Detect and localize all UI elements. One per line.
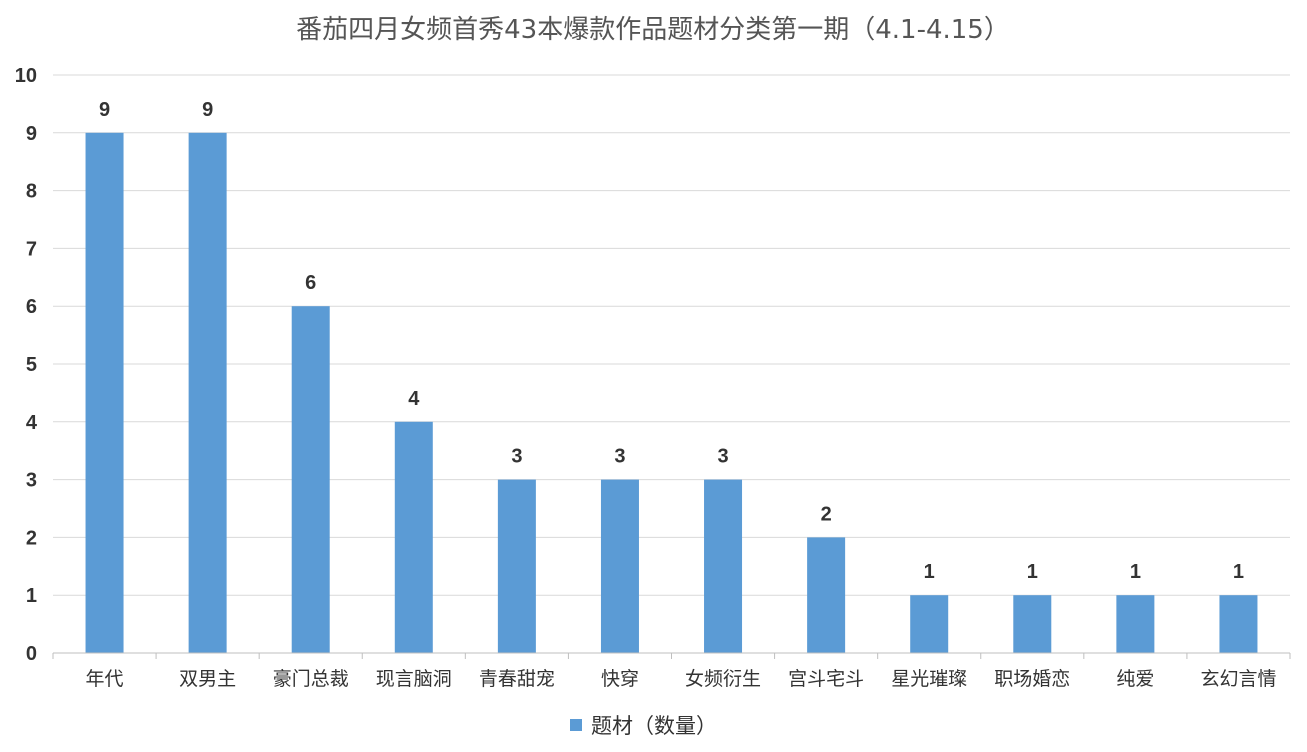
bar xyxy=(807,537,846,653)
x-axis: 年代 双男主 豪门总裁 现言脑洞 青春甜宠 快穿 女频衍生 宫斗宅斗 星光璀璨 职场婚恋 纯爱 玄幻言… xyxy=(52,652,1291,690)
y-tick-label: 5 xyxy=(26,354,37,376)
data-label: 2 xyxy=(821,503,832,525)
x-tick-label: 豪门总裁 xyxy=(273,668,349,690)
bar xyxy=(1219,595,1258,653)
y-tick-label: 8 xyxy=(26,181,37,203)
legend: 题材（数量） xyxy=(570,714,717,738)
x-tick-label: 快穿 xyxy=(601,668,639,690)
legend-swatch xyxy=(570,719,582,731)
bar xyxy=(291,306,330,653)
x-tick-label: 现言脑洞 xyxy=(376,668,452,690)
bar xyxy=(394,421,433,653)
chart-title: 番茄四月女频首秀43本爆款作品题材分类第一期（4.1-4.15） xyxy=(296,15,1010,45)
bar xyxy=(1013,595,1052,653)
bar xyxy=(704,479,743,653)
x-tick-label: 双男主 xyxy=(179,668,236,690)
data-label: 3 xyxy=(717,446,728,468)
bar xyxy=(497,479,536,653)
data-label: 1 xyxy=(1130,561,1141,583)
legend-label: 题材（数量） xyxy=(591,714,717,738)
y-tick-label: 2 xyxy=(26,527,37,549)
y-tick-label: 3 xyxy=(26,470,37,492)
y-axis: 0 1 2 3 4 5 6 7 8 9 10 xyxy=(15,65,38,665)
bar xyxy=(188,132,227,654)
data-label: 1 xyxy=(1233,561,1244,583)
y-tick-label: 0 xyxy=(26,643,37,665)
y-tick-label: 7 xyxy=(26,238,37,260)
bar xyxy=(1116,595,1155,653)
x-tick-label: 年代 xyxy=(86,668,124,690)
y-tick-label: 10 xyxy=(15,65,37,87)
bars xyxy=(85,132,1258,654)
bar xyxy=(600,479,639,653)
bar xyxy=(910,595,949,653)
x-tick-label: 女频衍生 xyxy=(685,668,761,690)
y-tick-label: 9 xyxy=(26,123,37,145)
x-tick-label: 玄幻言情 xyxy=(1200,668,1276,690)
gridlines xyxy=(53,74,1290,596)
x-tick-label: 职场婚恋 xyxy=(994,668,1070,690)
data-label: 1 xyxy=(1027,561,1038,583)
x-tick-label: 宫斗宅斗 xyxy=(788,668,864,690)
x-tick-label: 星光璀璨 xyxy=(891,668,967,690)
data-label: 6 xyxy=(305,272,316,294)
data-label: 9 xyxy=(99,99,110,121)
data-label: 3 xyxy=(511,446,522,468)
x-tick-label: 纯爱 xyxy=(1116,668,1154,690)
data-label: 9 xyxy=(202,99,213,121)
y-tick-label: 6 xyxy=(26,296,37,318)
data-label: 1 xyxy=(924,561,935,583)
x-tick-label: 青春甜宠 xyxy=(479,668,555,690)
y-tick-label: 4 xyxy=(26,412,38,434)
y-tick-label: 1 xyxy=(26,585,37,607)
data-label: 4 xyxy=(408,388,420,410)
bar xyxy=(85,132,124,654)
data-label: 3 xyxy=(614,446,625,468)
data-labels: 9 9 6 4 3 3 3 2 1 1 1 1 xyxy=(99,99,1244,583)
